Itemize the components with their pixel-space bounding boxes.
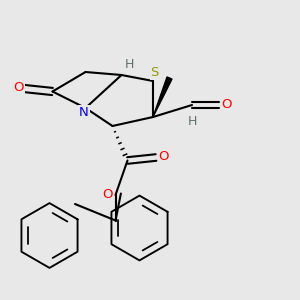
Text: H: H	[188, 115, 197, 128]
Text: O: O	[221, 98, 232, 111]
Text: S: S	[150, 66, 159, 79]
Text: H: H	[125, 58, 135, 71]
Text: O: O	[158, 150, 169, 164]
Text: N: N	[79, 106, 89, 119]
Polygon shape	[153, 77, 172, 117]
Text: O: O	[102, 188, 112, 202]
Text: O: O	[13, 81, 24, 94]
